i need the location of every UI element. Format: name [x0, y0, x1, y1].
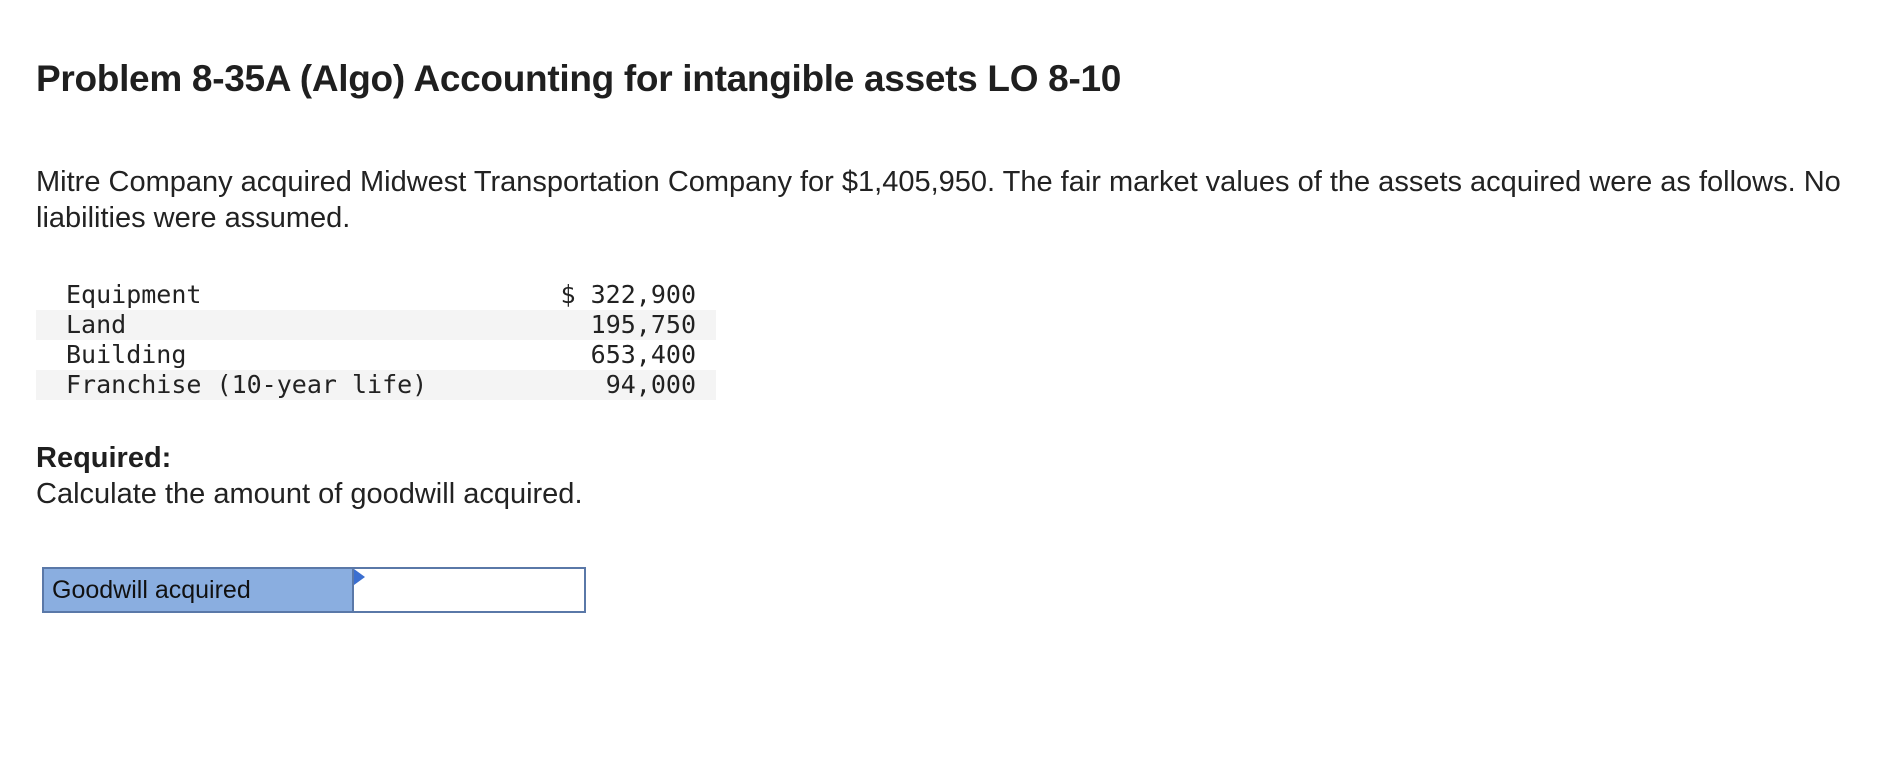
asset-label: Franchise (10-year life): [36, 370, 523, 400]
required-heading: Required:: [36, 442, 172, 474]
problem-intro: Mitre Company acquired Midwest Transport…: [36, 166, 1841, 234]
goodwill-input-cell[interactable]: [354, 569, 584, 611]
asset-row-building: Building 653,400: [36, 340, 716, 370]
asset-amount: $ 322,900: [560, 280, 696, 309]
asset-row-land: Land 195,750: [36, 310, 716, 340]
required-instruction: Calculate the amount of goodwill acquire…: [36, 478, 583, 510]
asset-amount: 94,000: [522, 370, 716, 400]
asset-values-table: Equipment $ 322,900 Land 195,750 Buildin…: [36, 280, 716, 400]
goodwill-answer-row: Goodwill acquired: [42, 567, 586, 613]
problem-title: Problem 8-35A (Algo) Accounting for inta…: [36, 58, 1122, 99]
goodwill-label: Goodwill acquired: [44, 569, 354, 611]
asset-label: Building: [66, 340, 187, 369]
asset-row-franchise: Franchise (10-year life) 94,000: [36, 370, 716, 400]
asset-label: Land: [36, 310, 523, 340]
asset-row-equipment: Equipment $ 322,900: [36, 280, 716, 310]
asset-amount: 195,750: [522, 310, 716, 340]
asset-amount: 653,400: [590, 340, 696, 369]
asset-label: Equipment: [66, 280, 202, 309]
goodwill-input[interactable]: [354, 569, 584, 611]
